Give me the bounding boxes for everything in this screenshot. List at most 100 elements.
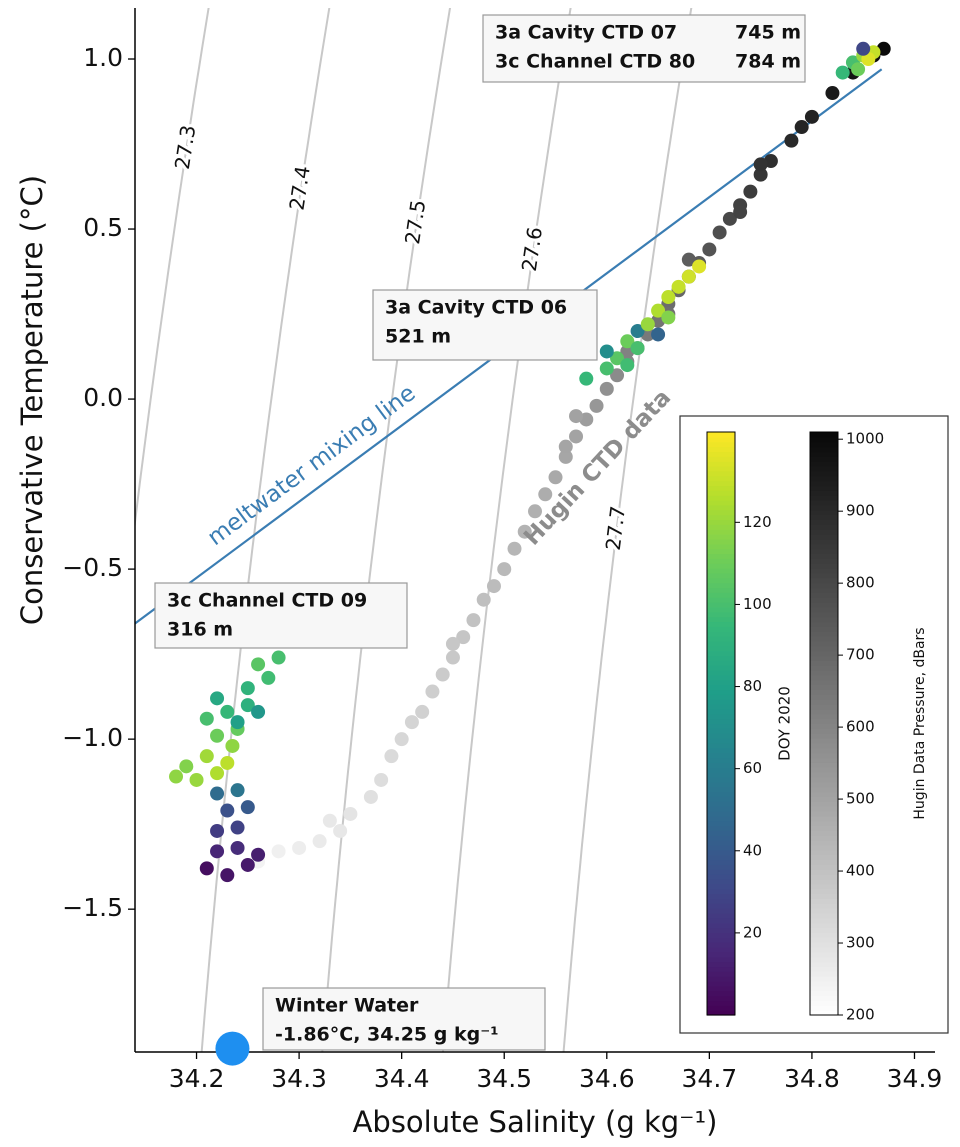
data-point [630,341,645,356]
colorbar-segment [810,951,838,958]
colorbar-segment [810,548,838,555]
data-point [722,211,737,226]
colorbar-segment [707,708,735,715]
colorbar-segment [810,742,838,749]
colorbar-segment [810,674,838,681]
y-tick-label: 1.0 [83,43,123,72]
data-point [384,749,399,764]
data-point [497,562,512,577]
data-point [333,823,348,838]
colorbar-segment [810,689,838,695]
colorbar-segment [810,815,838,822]
colorbar-segment [707,670,735,676]
annotation-text: 784 m [735,51,801,73]
data-point [804,109,819,124]
colorbar-segment [810,980,838,987]
colorbar-segment [810,796,838,802]
colorbar-segment [707,665,735,671]
colorbar-segment [707,772,735,778]
data-point [240,698,255,713]
colorbar-segment [707,650,735,657]
annotation-box [262,987,546,1051]
data-point [210,728,225,743]
colorbar-segment [810,849,838,856]
colorbar-segment [810,611,838,618]
colorbar-segment [707,640,735,647]
colorbar-segment [810,441,838,448]
data-point [225,738,240,753]
colorbar-segment [810,757,838,763]
colorbar-segment [810,645,838,652]
colorbar-segment [810,684,838,691]
colorbar-segment [810,908,838,914]
colorbar-segment [707,946,735,953]
colorbar-tick-label: 60 [743,759,762,777]
data-point [610,351,625,366]
annotation-text: -1.86°C, 34.25 g kg⁻¹ [275,1024,499,1046]
colorbar-segment [707,495,735,501]
data-point [220,803,235,818]
colorbar-segment [810,660,838,666]
data-point [825,86,840,101]
colorbar-segment [707,956,735,963]
colorbar-segment [707,534,735,540]
data-point [343,806,358,821]
data-point [579,371,594,386]
colorbar-segment [810,728,838,734]
colorbar-segment [810,772,838,778]
colorbar-segment [810,1000,838,1006]
colorbar-segment [810,577,838,584]
data-point [620,358,635,373]
colorbar-segment [707,660,735,666]
colorbar-segment [707,738,735,744]
data-point [558,449,573,464]
colorbar-segment [707,713,735,720]
annotation-text: 745 m [735,22,801,44]
colorbar-tick-label: 20 [743,923,762,941]
colorbar-segment [707,543,735,550]
colorbar-segment [707,621,735,627]
colorbar-segment [810,878,838,885]
colorbar-segment [810,466,838,472]
x-tick-label: 34.5 [476,1064,532,1093]
colorbar-segment [810,874,838,880]
data-point [210,823,225,838]
colorbar-segment [810,602,838,608]
data-point [753,157,768,172]
colorbar-segment [810,470,838,477]
annotation-text: 3a Cavity CTD 06 [385,297,567,319]
colorbar-segment [810,738,838,744]
colorbar-tick-label: 400 [846,862,875,880]
isopycnal-label: 27.3 [170,123,200,171]
data-point [230,783,245,798]
isopycnal [321,8,452,1052]
colorbar-segment [810,509,838,516]
data-point [538,487,553,502]
colorbar-segment [707,582,735,589]
colorbar-segment [707,1000,735,1006]
colorbar-segment [810,485,838,491]
colorbar-tick-label: 600 [846,718,875,736]
colorbar-segment [810,504,838,511]
data-point [230,840,245,855]
data-point [456,630,471,645]
colorbar-segment [707,883,735,890]
colorbar-segment [810,480,838,487]
data-point [271,844,286,859]
colorbar-segment [707,553,735,559]
colorbar-segment [810,606,838,613]
data-point [240,857,255,872]
colorbar-segment [707,728,735,734]
data-point [210,766,225,781]
isopycnal-label: 27.6 [517,225,547,273]
colorbar-segment [707,674,735,681]
colorbar-tick-label: 500 [846,790,875,808]
colorbar-segment [810,631,838,637]
y-tick-label: −1.0 [62,723,123,752]
isopycnal [562,8,693,1052]
colorbar-segment [707,810,735,817]
y-axis-label: Conservative Temperature (°C) [15,175,49,625]
colorbar-segment [707,893,735,899]
data-point [558,439,573,454]
colorbar-segment [707,776,735,783]
